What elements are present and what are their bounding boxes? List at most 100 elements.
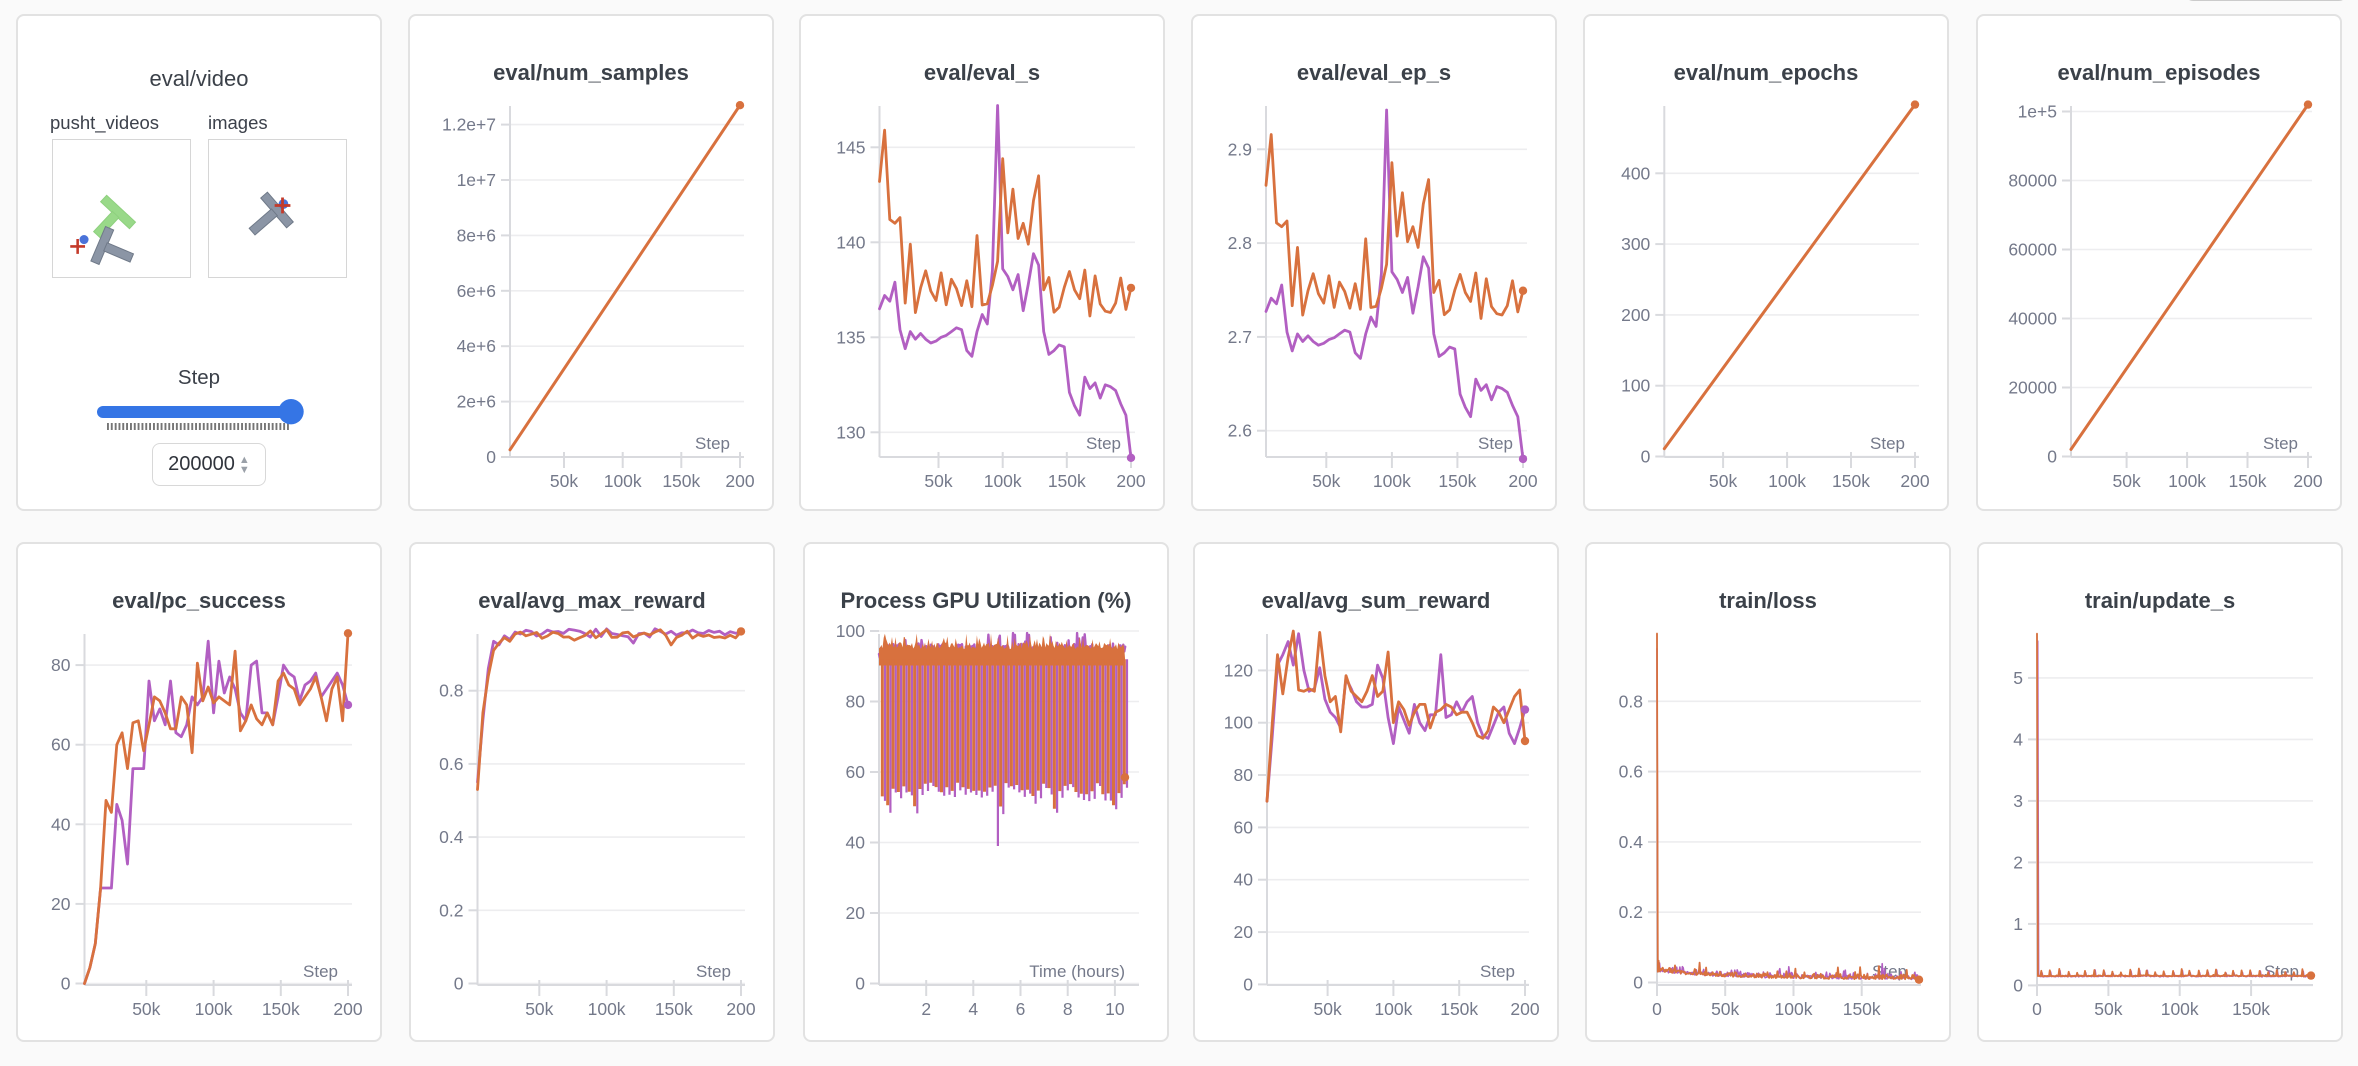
svg-text:0: 0 <box>1641 447 1651 467</box>
svg-text:0: 0 <box>1652 999 1662 1019</box>
svg-text:0.8: 0.8 <box>439 681 463 701</box>
svg-text:20: 20 <box>1234 922 1254 942</box>
svg-text:2.9: 2.9 <box>1228 139 1252 159</box>
svg-text:200: 200 <box>1510 999 1539 1019</box>
svg-text:100k: 100k <box>195 999 233 1019</box>
svg-text:Step: Step <box>696 962 731 981</box>
svg-text:100k: 100k <box>1373 471 1411 491</box>
svg-text:0.4: 0.4 <box>1619 832 1644 852</box>
svg-text:Time (hours): Time (hours) <box>1029 962 1125 981</box>
svg-text:50k: 50k <box>525 999 553 1019</box>
svg-text:0: 0 <box>855 974 865 994</box>
svg-text:60000: 60000 <box>2008 240 2057 260</box>
svg-text:0: 0 <box>2013 975 2023 995</box>
svg-text:8: 8 <box>1063 999 1073 1019</box>
svg-text:200: 200 <box>2293 471 2322 491</box>
svg-text:100k: 100k <box>1374 999 1412 1019</box>
svg-text:100: 100 <box>1224 713 1253 733</box>
svg-text:Step: Step <box>1870 434 1905 453</box>
svg-text:Step: Step <box>2263 434 2298 453</box>
svg-text:50k: 50k <box>2112 471 2140 491</box>
svg-text:100k: 100k <box>2168 471 2206 491</box>
svg-text:50k: 50k <box>132 999 160 1019</box>
svg-text:200: 200 <box>1621 305 1650 325</box>
svg-text:60: 60 <box>846 762 866 782</box>
svg-text:100: 100 <box>1621 376 1650 396</box>
svg-text:8e+6: 8e+6 <box>457 225 496 245</box>
svg-text:0.4: 0.4 <box>439 827 464 847</box>
svg-text:0: 0 <box>2032 999 2042 1019</box>
svg-text:0.2: 0.2 <box>439 900 463 920</box>
svg-text:2.8: 2.8 <box>1228 233 1252 253</box>
svg-text:0.6: 0.6 <box>439 754 463 774</box>
svg-text:150k: 150k <box>2232 999 2270 1019</box>
svg-text:40: 40 <box>846 833 866 853</box>
svg-text:4e+6: 4e+6 <box>457 336 496 356</box>
svg-text:0.2: 0.2 <box>1619 902 1643 922</box>
svg-text:40000: 40000 <box>2008 309 2057 329</box>
svg-text:0: 0 <box>2047 447 2057 467</box>
svg-text:10: 10 <box>1105 999 1125 1019</box>
svg-text:80000: 80000 <box>2008 171 2057 191</box>
svg-text:150k: 150k <box>655 999 693 1019</box>
svg-text:50k: 50k <box>924 471 952 491</box>
svg-text:100: 100 <box>836 621 865 641</box>
svg-text:200: 200 <box>726 999 755 1019</box>
svg-text:150k: 150k <box>1843 999 1881 1019</box>
svg-text:2: 2 <box>2013 852 2023 872</box>
svg-text:0: 0 <box>61 974 71 994</box>
svg-text:2e+6: 2e+6 <box>457 392 496 412</box>
svg-text:200: 200 <box>333 999 362 1019</box>
svg-text:Step: Step <box>695 434 730 453</box>
svg-text:150k: 150k <box>662 471 700 491</box>
svg-text:50k: 50k <box>1313 999 1341 1019</box>
svg-text:0.6: 0.6 <box>1619 762 1643 782</box>
svg-text:60: 60 <box>1234 817 1254 837</box>
svg-text:Step: Step <box>303 962 338 981</box>
svg-text:5: 5 <box>2013 668 2023 688</box>
svg-text:145: 145 <box>836 137 865 157</box>
svg-text:50k: 50k <box>1711 999 1739 1019</box>
svg-text:80: 80 <box>846 692 866 712</box>
svg-text:20: 20 <box>51 894 71 914</box>
svg-text:0.8: 0.8 <box>1619 691 1643 711</box>
svg-text:200: 200 <box>1508 471 1537 491</box>
svg-text:100k: 100k <box>588 999 626 1019</box>
svg-text:50k: 50k <box>2094 999 2122 1019</box>
svg-text:0: 0 <box>454 974 464 994</box>
svg-text:150k: 150k <box>1438 471 1476 491</box>
svg-text:6: 6 <box>1016 999 1026 1019</box>
svg-text:2.7: 2.7 <box>1228 327 1252 347</box>
svg-text:50k: 50k <box>1709 471 1737 491</box>
svg-text:Step: Step <box>1086 434 1121 453</box>
svg-text:100k: 100k <box>1775 999 1813 1019</box>
svg-text:150k: 150k <box>2229 471 2267 491</box>
svg-text:100k: 100k <box>604 471 642 491</box>
svg-text:200: 200 <box>1116 471 1145 491</box>
svg-text:0: 0 <box>486 447 496 467</box>
svg-text:100k: 100k <box>2161 999 2199 1019</box>
svg-text:150k: 150k <box>1440 999 1478 1019</box>
svg-text:140: 140 <box>836 232 865 252</box>
svg-text:1.2e+7: 1.2e+7 <box>442 115 496 135</box>
svg-text:130: 130 <box>836 422 865 442</box>
svg-text:80: 80 <box>51 655 71 675</box>
svg-text:2: 2 <box>921 999 931 1019</box>
svg-text:6e+6: 6e+6 <box>457 281 496 301</box>
svg-text:100k: 100k <box>984 471 1022 491</box>
svg-text:150k: 150k <box>262 999 300 1019</box>
svg-text:0: 0 <box>1633 973 1643 993</box>
svg-text:200: 200 <box>725 471 754 491</box>
svg-text:40: 40 <box>51 814 71 834</box>
svg-text:1e+7: 1e+7 <box>457 170 496 190</box>
svg-text:Step: Step <box>1478 434 1513 453</box>
svg-text:400: 400 <box>1621 163 1650 183</box>
svg-text:20: 20 <box>846 903 866 923</box>
svg-text:20000: 20000 <box>2008 378 2057 398</box>
svg-text:135: 135 <box>836 327 865 347</box>
svg-text:200: 200 <box>1900 471 1929 491</box>
svg-text:2.6: 2.6 <box>1228 421 1252 441</box>
svg-text:4: 4 <box>2013 729 2023 749</box>
svg-text:120: 120 <box>1224 660 1253 680</box>
svg-text:1e+5: 1e+5 <box>2018 102 2057 122</box>
